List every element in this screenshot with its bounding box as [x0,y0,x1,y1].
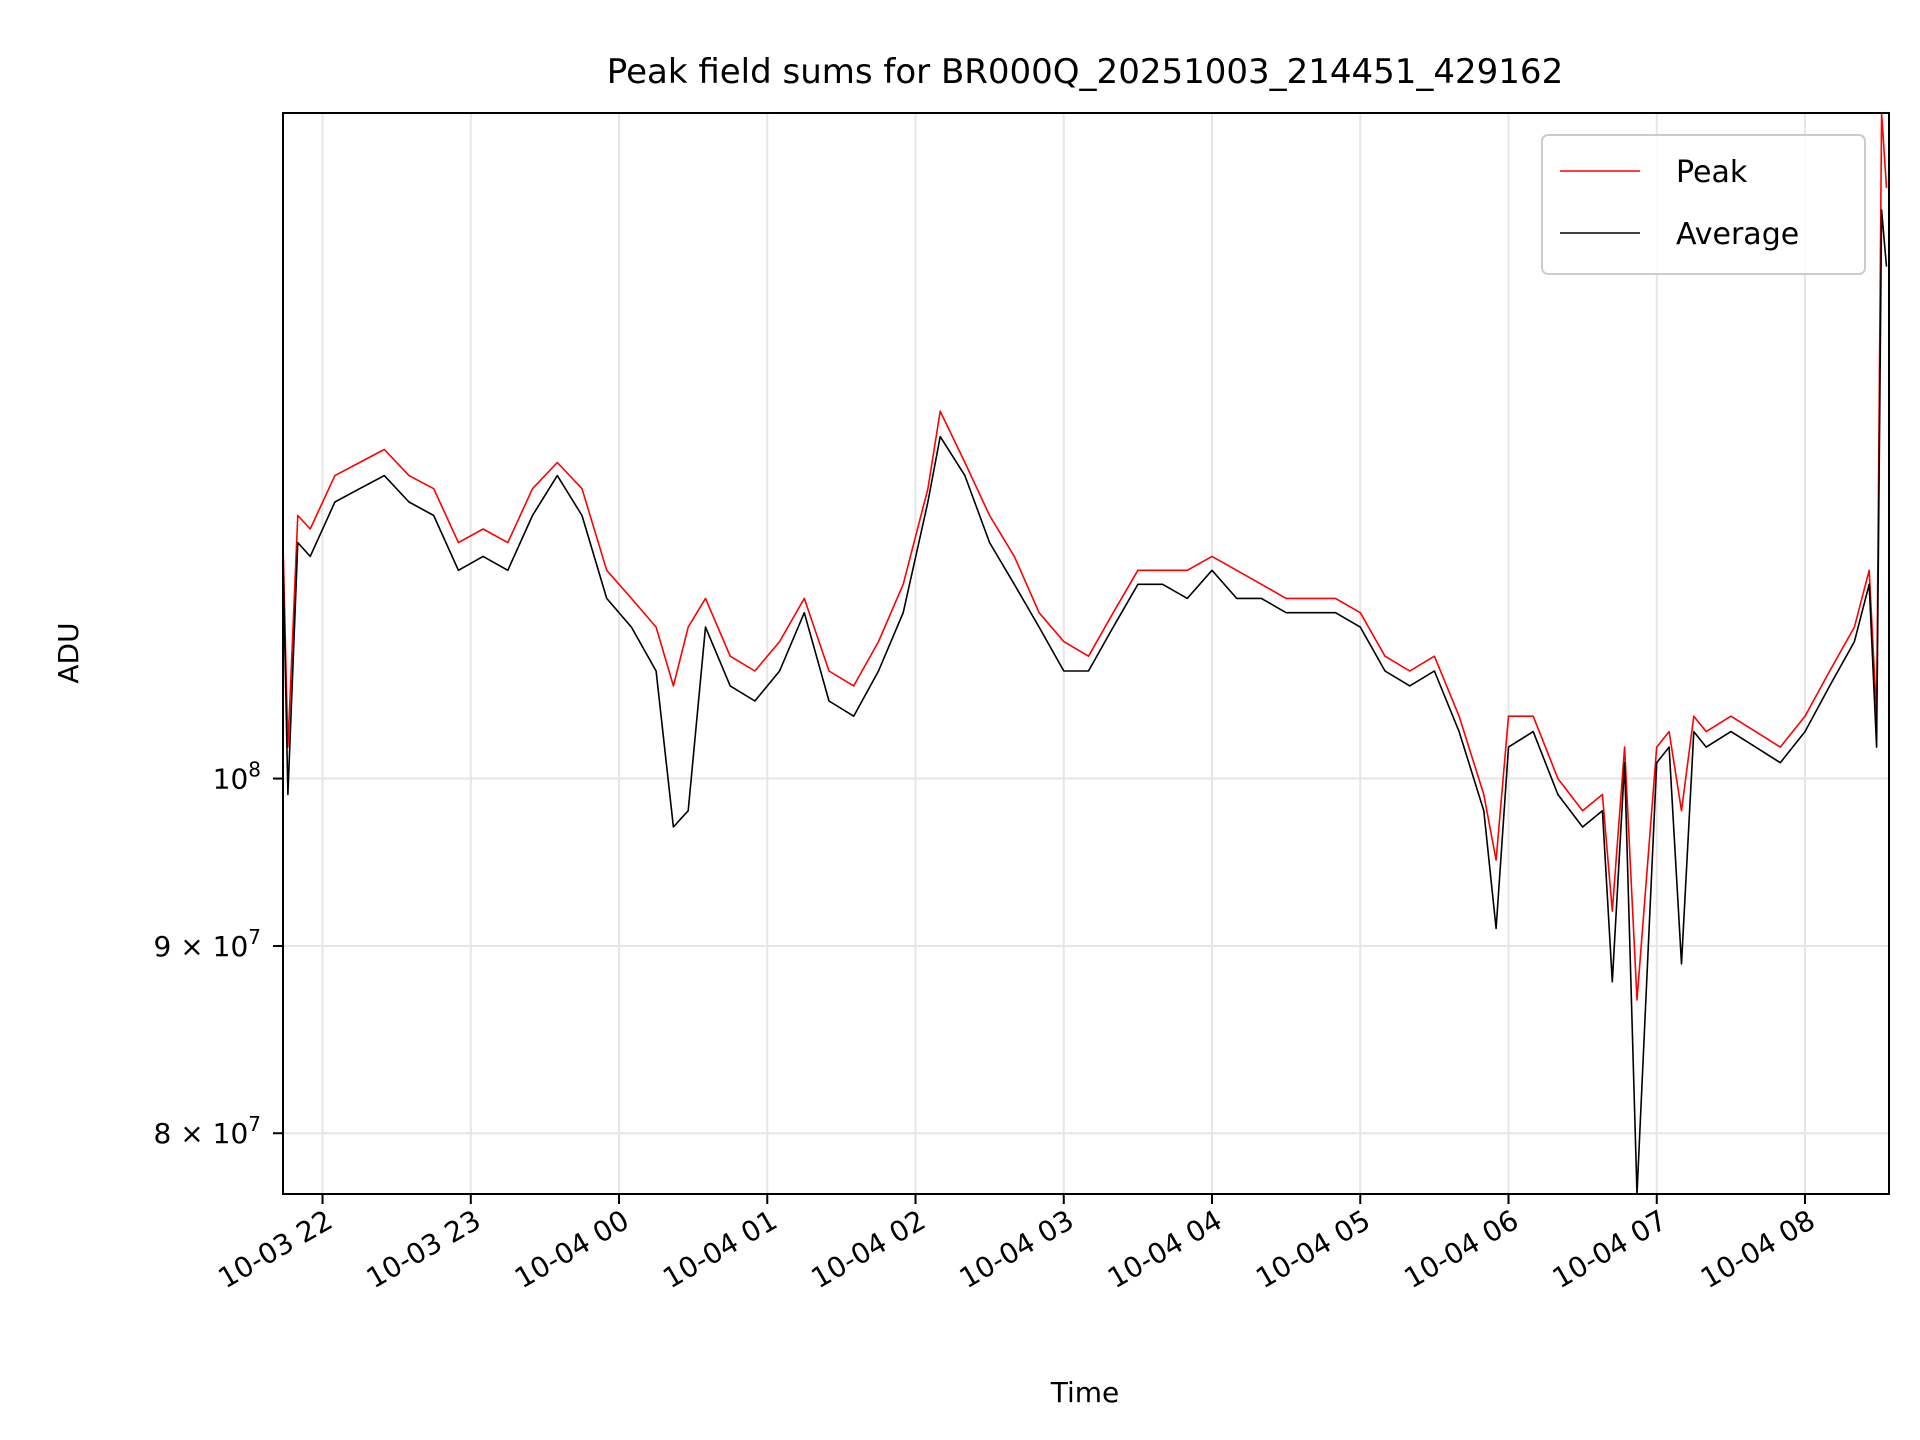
y-tick-label: 8 × 107 [154,1112,261,1150]
y-tick-label: 108 [213,758,261,796]
legend-box [1541,134,1866,275]
series-layer [283,113,1888,1194]
legend-label-peak: Peak [1676,155,1748,190]
y-axis: 8 × 107 9 × 107 108 [154,758,283,1150]
y-axis-label: ADU [52,622,85,683]
legend: Peak Average [1541,134,1866,275]
series-line-average [283,209,1888,1194]
plot-background [283,113,1889,1194]
x-axis-label: Time [1050,1376,1120,1409]
plot-area: 10-03 22 10-03 23 10-04 00 10-04 01 10-04 02… [154,112,1890,1295]
y-tick-label: 9 × 107 [154,925,261,963]
legend-label-average: Average [1676,217,1799,252]
plot-frame [282,112,1890,1195]
grid [283,113,1889,1194]
series-line-peak [283,113,1888,1001]
chart-title: Peak field sums for BR000Q_20251003_2144… [607,52,1563,92]
